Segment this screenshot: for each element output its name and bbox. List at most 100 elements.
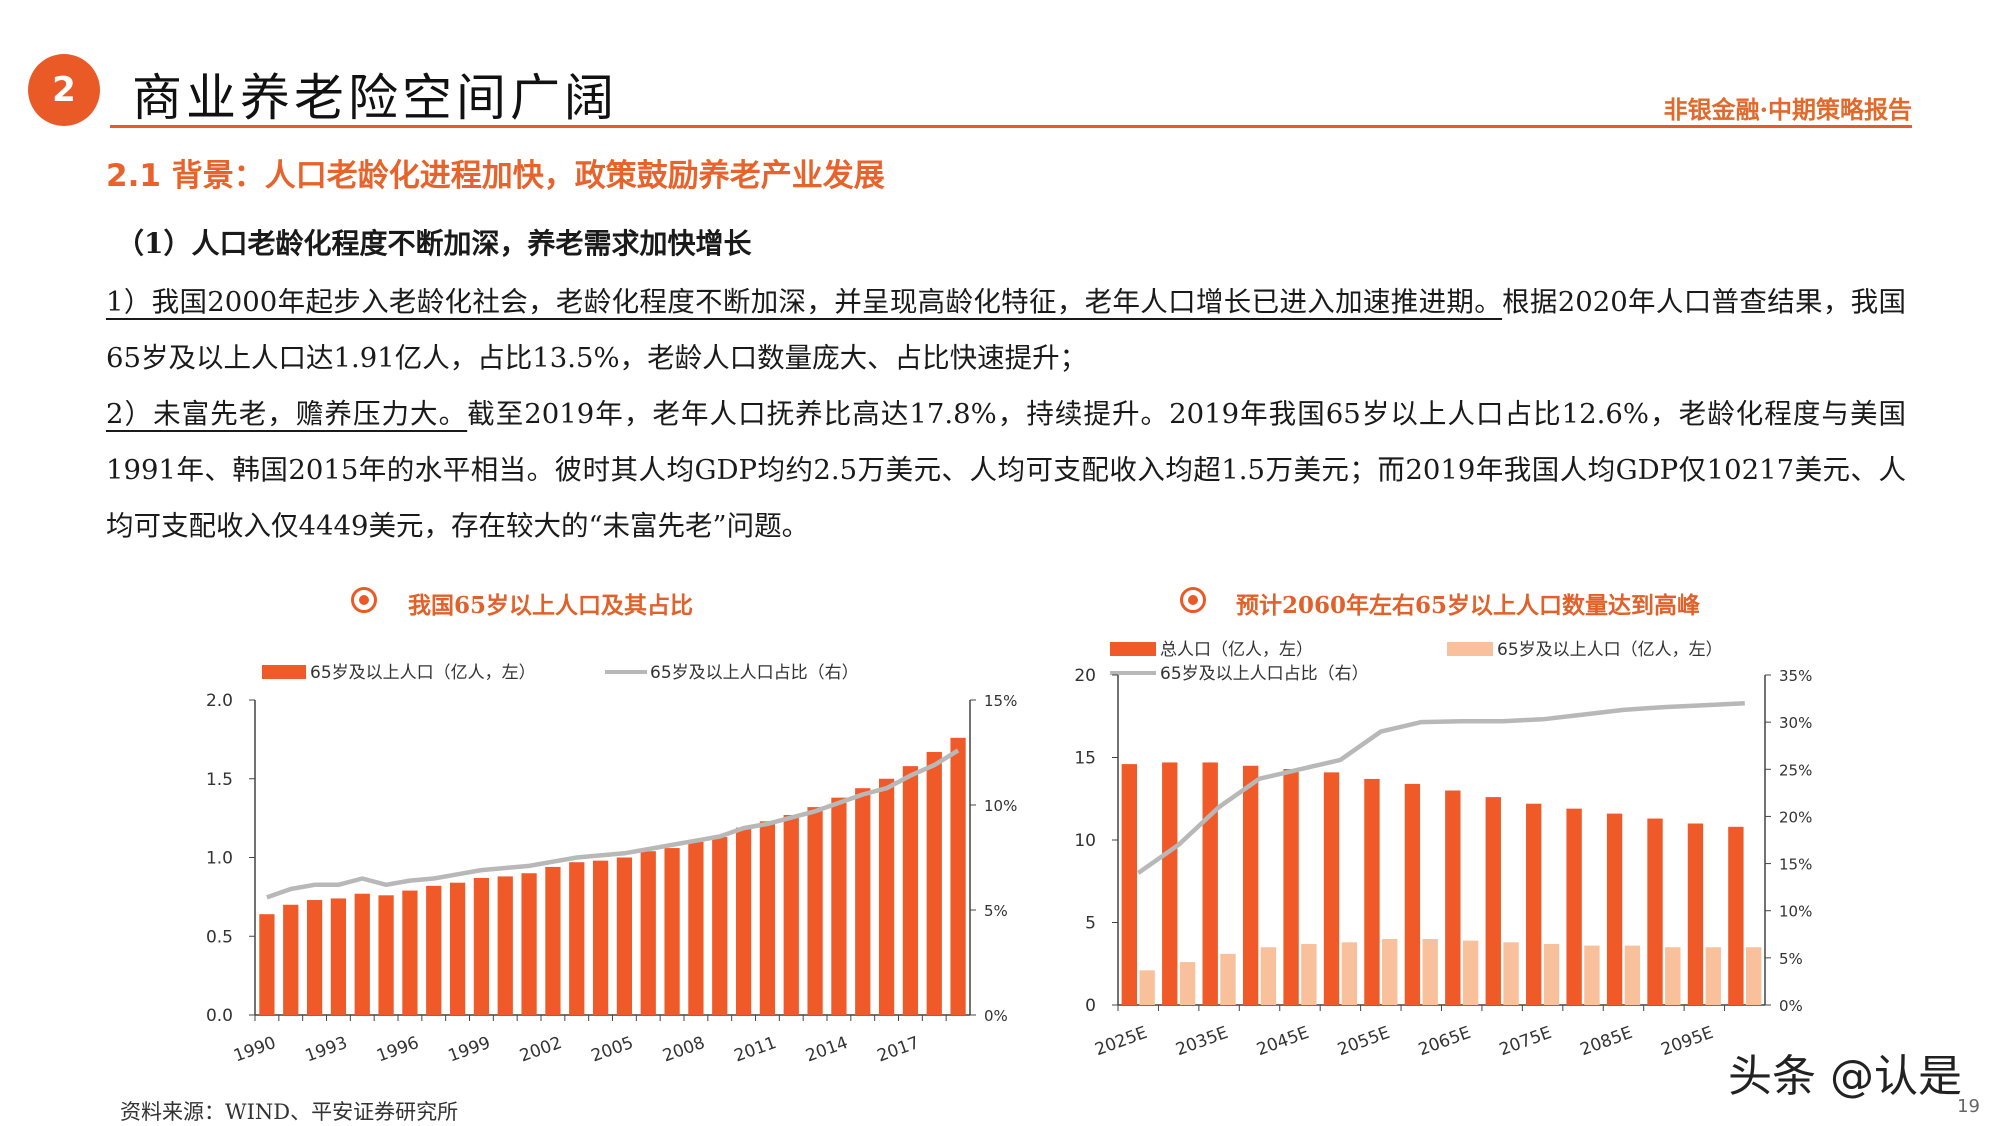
x-tick-label-1999: 1999 — [446, 1033, 493, 1065]
bar-2006 — [640, 851, 656, 1015]
bar-2019 — [950, 737, 966, 1015]
bar-2007 — [664, 848, 680, 1015]
ratio-line — [266, 748, 960, 900]
bar-elderly-2050E — [1341, 942, 1357, 1005]
bar-2012 — [783, 814, 799, 1015]
left-tick-label: 1.5 — [206, 770, 233, 790]
bar-2018 — [926, 751, 942, 1015]
bar-1997 — [426, 885, 442, 1015]
bar-total-2080E — [1566, 808, 1582, 1005]
bar-2010 — [735, 827, 752, 1015]
bar-elderly-2065E — [1462, 940, 1479, 1005]
left-tick-label: 0.5 — [206, 927, 233, 947]
x-tick-label-2017: 2017 — [875, 1033, 922, 1065]
bar-2003 — [569, 862, 585, 1015]
subsection-heading: 2.1 背景：人口老龄化进程加快，政策鼓励养老产业发展 — [106, 150, 885, 195]
bar-2004 — [592, 860, 609, 1015]
left-tick-label: 15 — [1074, 749, 1096, 769]
bar-elderly-2055E — [1382, 939, 1398, 1005]
legend-elderly-label: 65岁及以上人口（亿人，左） — [1497, 640, 1723, 660]
right-tick-label: 15% — [1779, 856, 1812, 874]
x-tick-label-2075E: 2075E — [1497, 1023, 1555, 1060]
x-tick-label-1996: 1996 — [374, 1033, 421, 1065]
x-tick-label-2095E: 2095E — [1658, 1023, 1716, 1060]
watermark: 头条 @认是 — [1728, 1051, 1962, 1102]
x-tick-label-2055E: 2055E — [1335, 1023, 1393, 1060]
chart-bullet-icon — [1180, 587, 1206, 613]
section-number-badge: 2 — [28, 54, 100, 126]
bar-1994 — [354, 893, 370, 1015]
bar-total-2055E — [1364, 778, 1380, 1005]
legend-line-label: 65岁及以上人口占比（右） — [1160, 664, 1369, 684]
legend-bar-label: 65岁及以上人口（亿人，左） — [310, 663, 536, 683]
header-divider — [110, 125, 1912, 128]
bar-2001 — [521, 873, 537, 1015]
right-tick-label: 0% — [1779, 997, 1803, 1015]
bar-total-2030E — [1162, 762, 1178, 1005]
bar-total-2075E — [1526, 803, 1542, 1005]
x-tick-label-2025E: 2025E — [1092, 1023, 1150, 1060]
bar-1995 — [378, 895, 394, 1015]
bar-1992 — [306, 900, 323, 1015]
right-tick-label: 20% — [1779, 808, 1812, 826]
chart2-title: 预计2060年左右65岁以上人口数量达到高峰 — [1236, 592, 1701, 619]
report-brand: 非银金融·中期策略报告 — [1663, 95, 1912, 124]
left-tick-label: 20 — [1074, 666, 1096, 686]
bar-2016 — [878, 778, 895, 1015]
bar-total-2040E — [1242, 765, 1259, 1005]
bar-total-2025E — [1121, 764, 1138, 1005]
x-tick-label-2014: 2014 — [803, 1033, 850, 1065]
right-tick-label: 5% — [1779, 950, 1803, 968]
bar-2015 — [855, 788, 871, 1015]
chart1-title: 我国65岁以上人口及其占比 — [408, 592, 694, 619]
page-number: 19 — [1957, 1096, 1980, 1117]
bar-2011 — [759, 821, 776, 1015]
x-tick-label-2085E: 2085E — [1578, 1023, 1636, 1060]
right-tick-label: 0% — [984, 1007, 1008, 1025]
bar-1993 — [330, 898, 347, 1015]
bar-elderly-2040E — [1260, 947, 1277, 1005]
subsection-text: 背景：人口老龄化进程加快，政策鼓励养老产业发展 — [160, 158, 885, 194]
x-tick-label-2065E: 2065E — [1416, 1023, 1474, 1060]
bar-2014 — [831, 797, 847, 1015]
left-tick-label: 1.0 — [206, 849, 233, 869]
bar-1996 — [402, 890, 418, 1015]
legend-elderly-swatch — [1447, 642, 1493, 656]
subsection-number: 2.1 — [106, 158, 161, 194]
left-tick-label: 0.0 — [206, 1006, 233, 1026]
bar-total-2090E — [1647, 818, 1663, 1005]
paragraph-2-rest: 截至2019年，老年人口抚养比高达17.8%，持续提升。2019年我国65岁以上… — [106, 398, 1907, 542]
bar-elderly-2070E — [1503, 942, 1519, 1005]
bar-2005 — [616, 857, 633, 1015]
right-tick-label: 10% — [1779, 903, 1812, 921]
bar-1998 — [449, 882, 466, 1015]
bar-1990 — [259, 914, 275, 1015]
bar-total-2045E — [1283, 769, 1299, 1005]
bar-total-2065E — [1445, 790, 1461, 1005]
legend-total-swatch — [1110, 642, 1156, 656]
x-tick-label-2002: 2002 — [517, 1033, 564, 1065]
x-tick-label-1990: 1990 — [231, 1033, 278, 1065]
bar-2008 — [688, 841, 704, 1015]
page-title: 商业养老险空间广阔 — [132, 69, 618, 127]
bar-2002 — [545, 866, 561, 1015]
x-tick-label-2035E: 2035E — [1173, 1023, 1231, 1060]
bar-elderly-2025E — [1139, 970, 1155, 1005]
ratio-line — [1136, 701, 1745, 875]
bar-1991 — [283, 904, 299, 1015]
right-tick-label: 10% — [984, 797, 1017, 815]
bar-elderly-2045E — [1301, 943, 1317, 1005]
left-tick-label: 5 — [1085, 914, 1096, 934]
bar-2013 — [807, 807, 823, 1015]
paragraph-2-underlined: 2）未富先老，赡养压力大。 — [106, 398, 468, 430]
bar-total-2060E — [1404, 783, 1421, 1005]
right-tick-label: 30% — [1779, 714, 1812, 732]
bar-2017 — [902, 766, 919, 1015]
right-tick-label: 35% — [1779, 667, 1812, 685]
bar-2009 — [712, 837, 728, 1015]
x-tick-label-2008: 2008 — [660, 1033, 707, 1065]
paragraph-2: 2）未富先老，赡养压力大。截至2019年，老年人口抚养比高达17.8%，持续提升… — [106, 386, 1906, 554]
right-tick-label: 15% — [984, 692, 1017, 710]
right-tick-label: 25% — [1779, 761, 1812, 779]
bar-total-2070E — [1485, 797, 1501, 1005]
